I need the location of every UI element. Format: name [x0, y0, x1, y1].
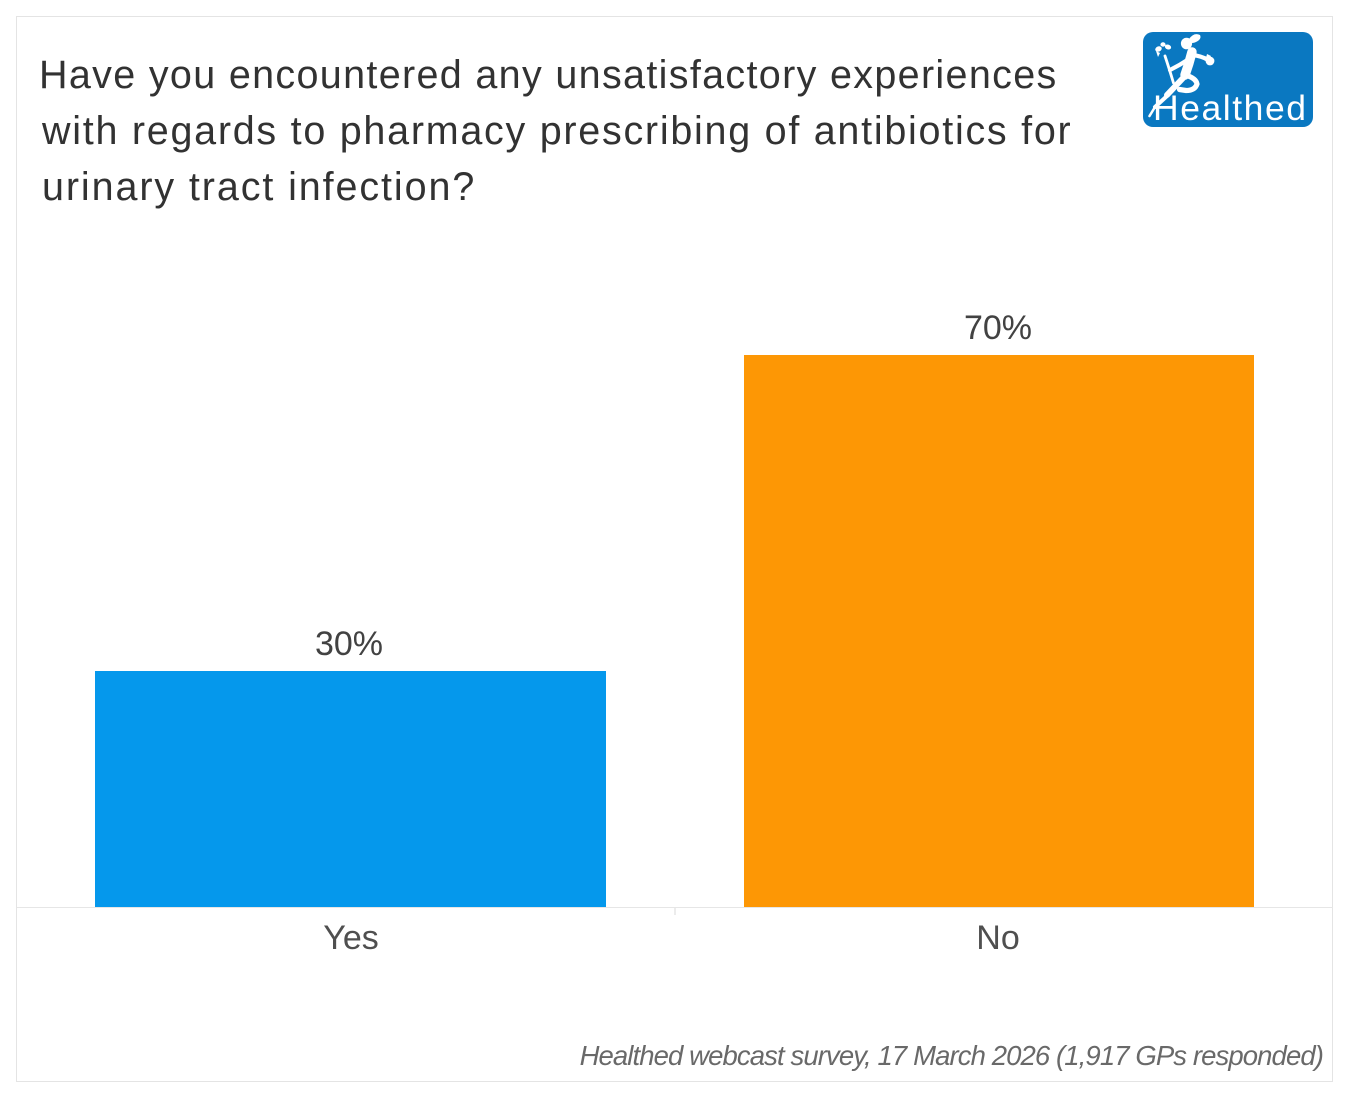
- svg-text:Healthed: Healthed: [1153, 88, 1306, 127]
